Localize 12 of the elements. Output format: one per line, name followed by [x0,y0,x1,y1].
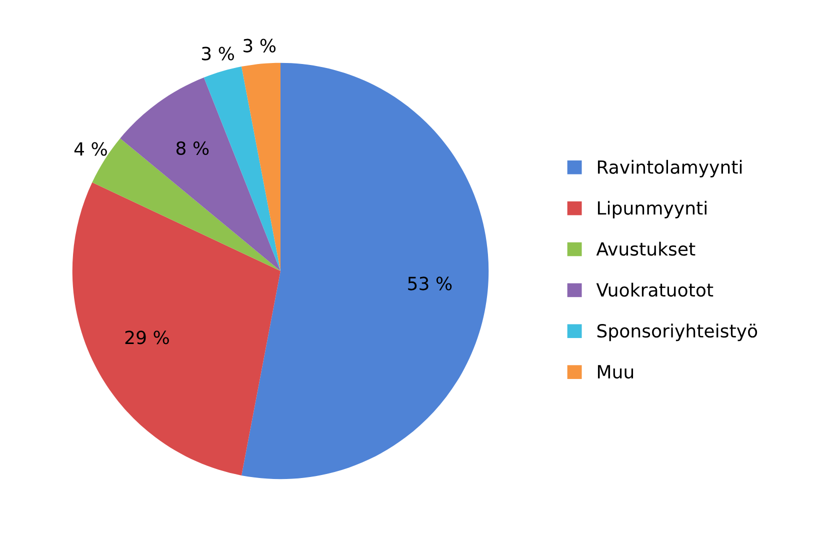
legend-label: Ravintolamyynti [598,160,742,178]
legend-label: Vuokratuotot [596,282,714,297]
legend-label: Sponsoriyhteistyö [597,324,758,342]
legend-label: Avustukset [596,242,696,256]
legend-label: Lipunmyynti [598,200,706,218]
data-label: 3 % [202,46,234,60]
data-label: 8 % [176,141,209,156]
data-label: 4 % [74,142,107,156]
legend-label: Muu [598,365,634,379]
data-label: 29 % [125,330,169,344]
data-label: 3 % [244,38,276,52]
data-label: 53 % [408,276,452,290]
